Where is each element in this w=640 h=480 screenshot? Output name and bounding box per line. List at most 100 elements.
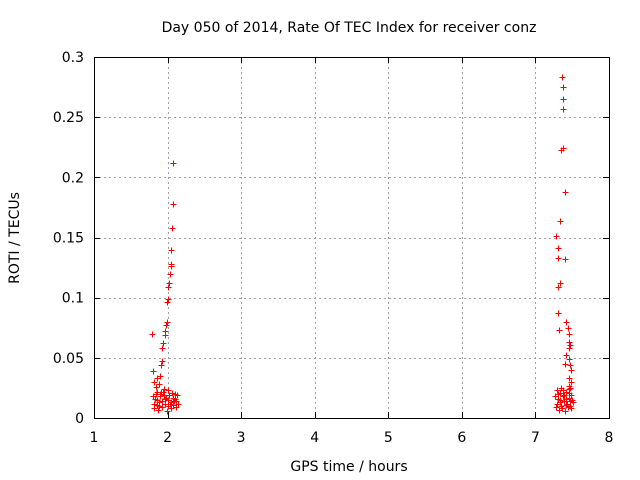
x-tick-label: 7 [531, 430, 540, 446]
data-point [557, 218, 564, 225]
data-point [165, 296, 172, 303]
data-point [159, 345, 166, 352]
data-point [553, 233, 560, 240]
data-point [165, 284, 172, 291]
data-point [560, 96, 567, 103]
data-point [562, 361, 569, 368]
data-point [167, 271, 174, 278]
data-point [557, 390, 564, 397]
data-point [567, 385, 574, 392]
y-tick-label: 0.05 [53, 351, 84, 367]
data-point [156, 381, 163, 388]
data-point [172, 391, 179, 398]
data-point [151, 379, 158, 386]
data-point [561, 392, 568, 399]
data-point [167, 401, 174, 408]
x-tick-label: 1 [90, 430, 99, 446]
data-point [159, 358, 166, 365]
data-point [566, 386, 573, 393]
data-point [556, 327, 563, 334]
data-point [158, 362, 165, 369]
data-point [560, 145, 567, 152]
data-point [149, 331, 156, 338]
data-point [562, 256, 569, 263]
data-point [168, 247, 175, 254]
x-tick-label: 5 [384, 430, 393, 446]
data-point [154, 402, 161, 409]
y-axis-label: ROTI / TECUs [7, 192, 23, 284]
data-point [173, 404, 180, 411]
data-point [559, 74, 566, 81]
y-tick-label: 0.25 [53, 110, 84, 126]
data-point [566, 331, 573, 338]
data-point [555, 245, 562, 252]
data-point [164, 408, 171, 415]
y-tick-labels: 0 0.05 0.1 0.15 0.2 0.25 0.3 [53, 50, 84, 427]
data-point [164, 299, 171, 306]
data-point [166, 280, 173, 287]
data-point [562, 408, 569, 415]
data-point [170, 201, 177, 208]
data-point [555, 310, 562, 317]
data-point [169, 390, 176, 397]
data-point [150, 368, 157, 375]
x-axis-label: GPS time / hours [290, 459, 407, 475]
data-point [162, 396, 169, 403]
data-point [555, 255, 562, 262]
data-point [151, 405, 158, 412]
data-point [565, 325, 572, 332]
data-point [560, 106, 567, 113]
data-point [165, 387, 172, 394]
data-point [553, 404, 560, 411]
data-point [157, 391, 164, 398]
data-point [170, 395, 177, 402]
data-point [567, 362, 574, 369]
data-point [568, 367, 575, 374]
data-point [566, 345, 573, 352]
data-point [566, 375, 573, 382]
data-point [160, 340, 167, 347]
data-point [168, 405, 175, 412]
data-point [562, 189, 569, 196]
data-point [567, 342, 574, 349]
data-point [154, 375, 161, 382]
data-point [163, 322, 170, 329]
data-point [168, 263, 175, 270]
y-tick-label: 0.2 [62, 170, 84, 186]
y-tick-label: 0.3 [62, 50, 84, 66]
x-tick-label: 8 [605, 430, 614, 446]
data-point [566, 339, 573, 346]
axis-ticks [94, 57, 610, 419]
data-point [557, 399, 564, 406]
x-tick-label: 4 [310, 430, 319, 446]
data-point [557, 280, 564, 287]
data-point [165, 397, 172, 404]
data-point [568, 405, 575, 412]
data-point [155, 407, 162, 414]
x-tick-label: 2 [163, 430, 172, 446]
data-point [170, 160, 177, 167]
y-tick-label: 0.1 [62, 291, 84, 307]
data-point [567, 398, 574, 405]
x-tick-label: 3 [237, 430, 246, 446]
data-point [164, 319, 171, 326]
data-point [568, 379, 575, 386]
data-point [555, 284, 562, 291]
data-point [171, 398, 178, 405]
data-point [563, 402, 570, 409]
data-point [559, 405, 566, 412]
data-point [558, 385, 565, 392]
grid-lines [94, 57, 609, 418]
data-point [161, 392, 168, 399]
data-point [159, 404, 166, 411]
data-point [554, 387, 561, 394]
y-tick-label: 0 [75, 411, 84, 427]
data-points [149, 74, 577, 415]
data-point [563, 352, 570, 359]
data-point [560, 393, 567, 400]
x-tick-label: 6 [457, 430, 466, 446]
data-point [563, 396, 570, 403]
data-point [560, 84, 567, 91]
